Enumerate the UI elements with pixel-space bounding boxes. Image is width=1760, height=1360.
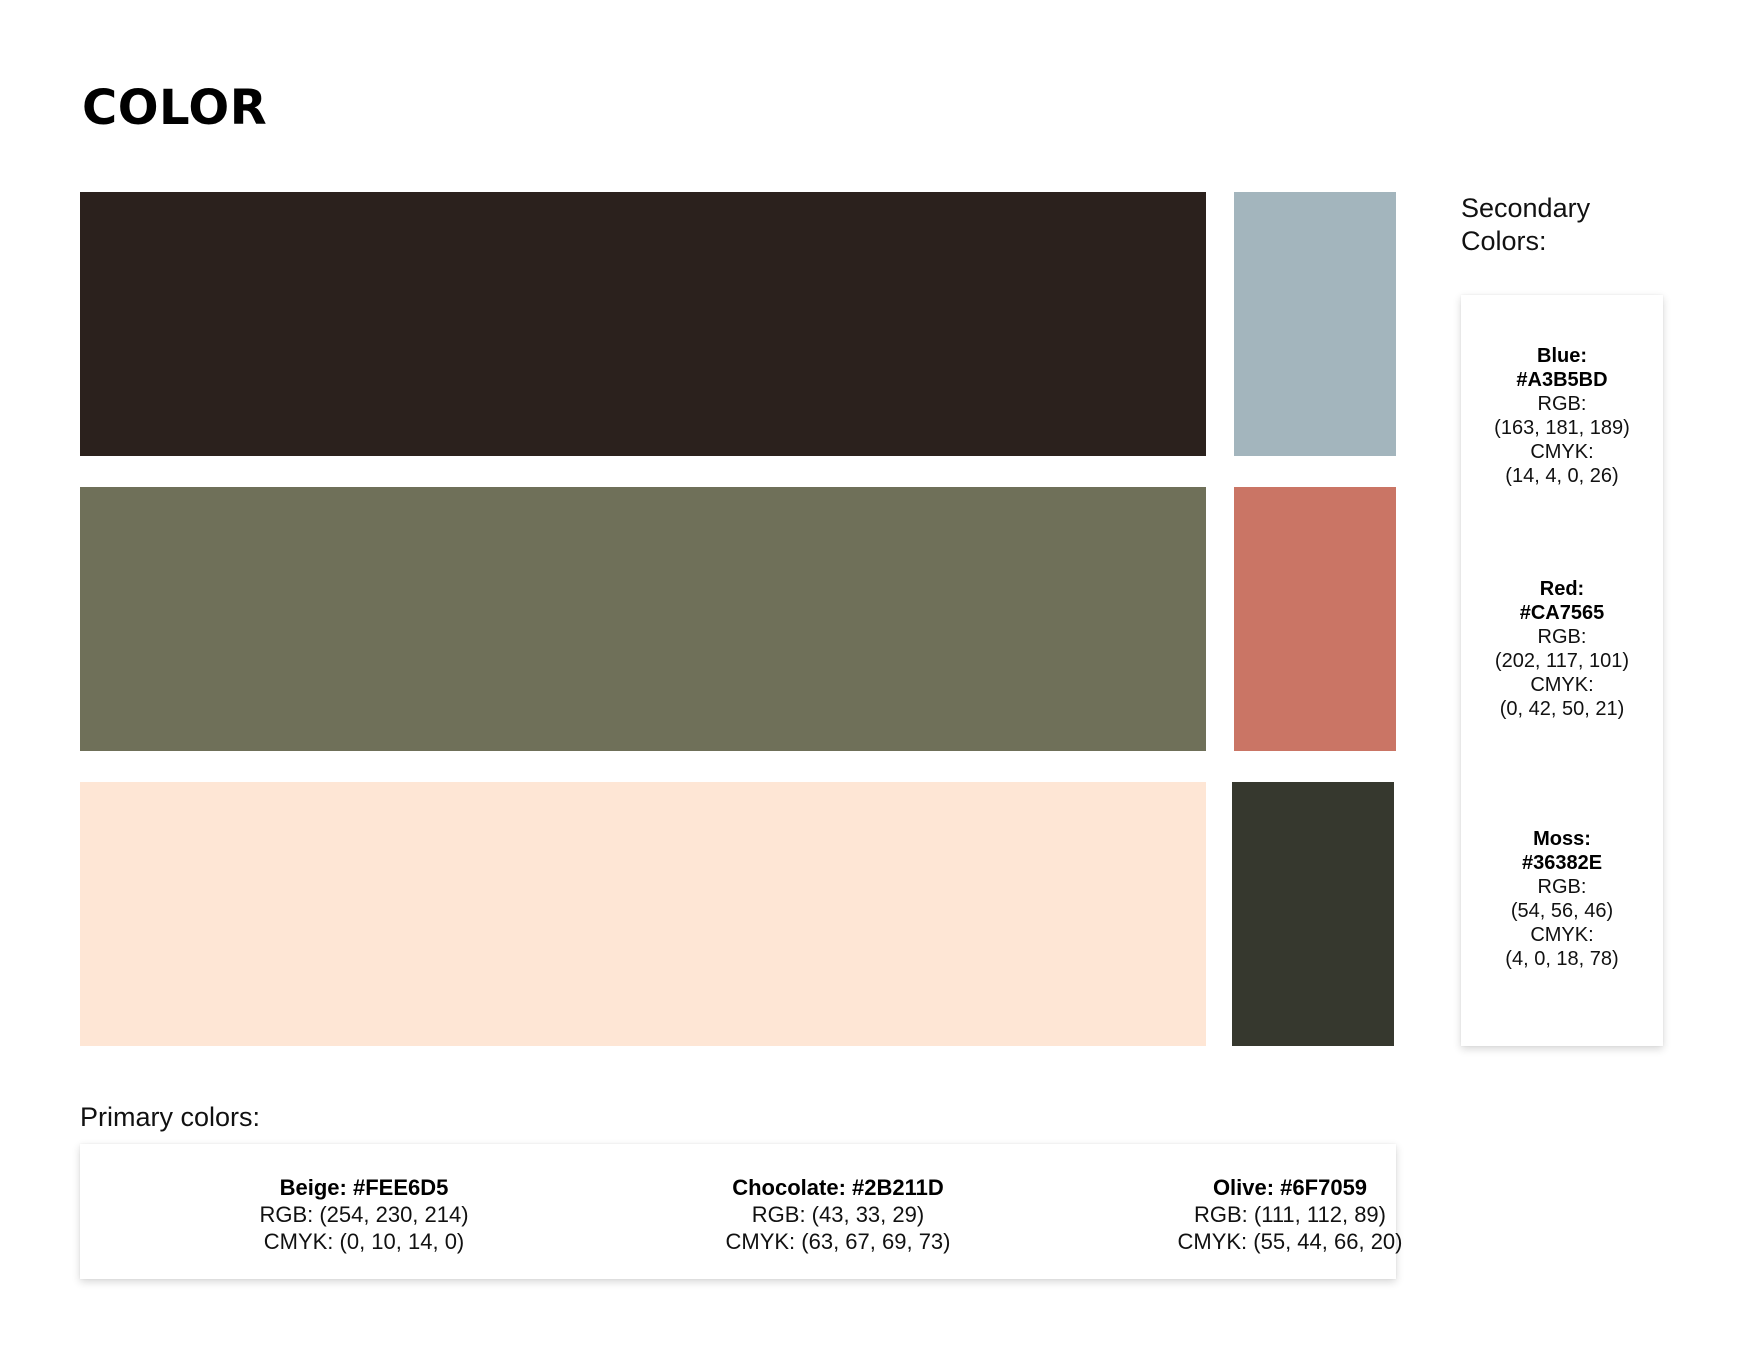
cmyk-label: CMYK: [1530,441,1594,463]
primary-colors-heading: Primary colors: [80,1102,261,1132]
cmyk-value: (14, 4, 0, 26) [1505,465,1619,487]
rgb-value: RGB: (111, 112, 89) [1194,1202,1386,1227]
rgb-label: RGB: [1537,626,1587,648]
secondary-color-blue: Blue: #A3B5BD RGB: (163, 181, 189) CMYK:… [1461,344,1663,488]
cmyk-value: (0, 42, 50, 21) [1499,698,1625,720]
red-swatch [1234,487,1396,751]
color-name-hex: Beige: #FEE6D5 [279,1175,449,1200]
moss-swatch [1232,782,1394,1046]
chocolate-swatch [80,192,1206,456]
cmyk-label: CMYK: [1530,674,1594,696]
blue-swatch [1234,192,1396,456]
page-title: COLOR [82,80,268,136]
rgb-value: RGB: (254, 230, 214) [259,1202,469,1227]
primary-colors-card: Beige: #FEE6D5 RGB: (254, 230, 214) CMYK… [80,1144,1403,1279]
color-name: Blue: [1537,345,1587,367]
cmyk-value: (4, 0, 18, 78) [1505,948,1619,970]
cmyk-value: CMYK: (63, 67, 69, 73) [725,1229,951,1254]
primary-color-chocolate: Chocolate: #2B211D RGB: (43, 33, 29) CMY… [628,1174,1048,1255]
primary-color-beige: Beige: #FEE6D5 RGB: (254, 230, 214) CMYK… [154,1174,574,1255]
rgb-value: (54, 56, 46) [1510,900,1614,922]
cmyk-value: CMYK: (55, 44, 66, 20) [1177,1229,1403,1254]
color-name: Moss: [1533,828,1591,850]
rgb-value: RGB: (43, 33, 29) [751,1202,925,1227]
primary-color-olive: Olive: #6F7059 RGB: (111, 112, 89) CMYK:… [1080,1174,1500,1255]
rgb-label: RGB: [1537,393,1587,415]
color-hex: #A3B5BD [1516,369,1608,391]
beige-swatch [80,782,1206,1046]
secondary-colors-card: Blue: #A3B5BD RGB: (163, 181, 189) CMYK:… [1461,295,1663,1046]
color-name-hex: Olive: #6F7059 [1212,1175,1368,1200]
color-name: Red: [1539,578,1585,600]
rgb-label: RGB: [1537,876,1587,898]
rgb-value: (163, 181, 189) [1494,417,1630,439]
cmyk-value: CMYK: (0, 10, 14, 0) [263,1229,465,1254]
color-hex: #CA7565 [1519,602,1605,624]
secondary-color-red: Red: #CA7565 RGB: (202, 117, 101) CMYK: … [1461,577,1663,721]
color-name-hex: Chocolate: #2B211D [732,1175,944,1200]
color-hex: #36382E [1521,852,1603,874]
rgb-value: (202, 117, 101) [1494,650,1630,672]
cmyk-label: CMYK: [1530,924,1594,946]
secondary-color-moss: Moss: #36382E RGB: (54, 56, 46) CMYK: (4… [1461,827,1663,971]
olive-swatch [80,487,1206,751]
secondary-colors-heading: Secondary Colors: [1461,193,1591,256]
